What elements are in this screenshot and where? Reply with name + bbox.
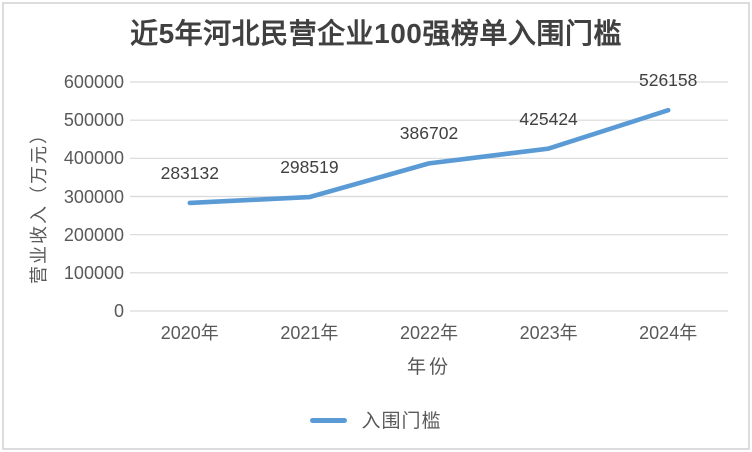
legend: 入围门槛 — [0, 406, 752, 432]
chart-title: 近5年河北民营企业100强榜单入围门槛 — [130, 18, 622, 49]
y-tick-label: 300000 — [63, 186, 124, 207]
data-label: 526158 — [638, 70, 698, 91]
y-tick-label: 100000 — [63, 262, 124, 283]
data-label: 298519 — [280, 157, 339, 178]
series-line — [187, 107, 671, 206]
data-label: 425424 — [519, 108, 578, 129]
y-axis-title: 营业收入（万元） — [29, 124, 49, 284]
x-tick-label: 2020年 — [160, 323, 219, 343]
x-tick-label: 2022年 — [399, 323, 459, 343]
y-tick-label: 0 — [113, 301, 124, 321]
y-tick-label: 200000 — [63, 224, 124, 245]
y-tick-label: 500000 — [63, 110, 124, 131]
legend-line-swatch — [310, 418, 348, 423]
x-axis-title: 年份 — [406, 357, 451, 378]
data-label: 386702 — [399, 123, 459, 144]
x-tick-label: 2021年 — [280, 323, 339, 343]
data-label: 283132 — [160, 162, 219, 183]
legend-label: 入围门槛 — [361, 410, 442, 432]
y-tick-label: 400000 — [63, 148, 124, 169]
x-tick-label: 2023年 — [519, 323, 578, 343]
y-tick-label: 600000 — [63, 72, 124, 92]
x-tick-label: 2024年 — [639, 323, 698, 343]
